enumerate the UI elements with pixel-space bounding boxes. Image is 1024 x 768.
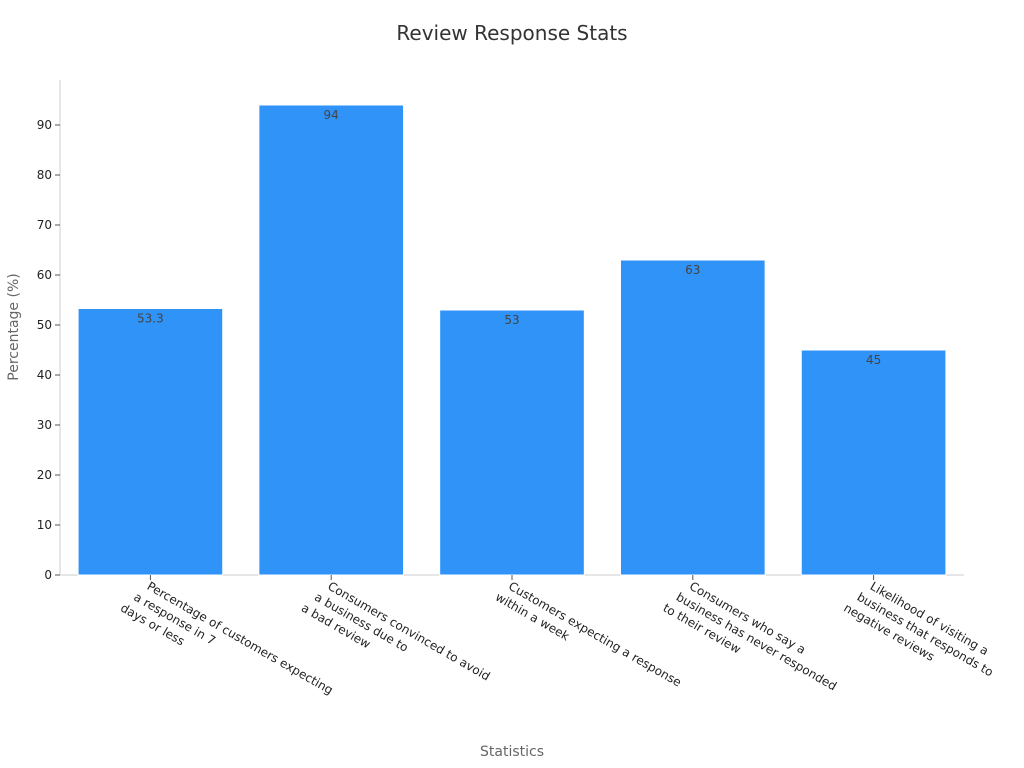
x-tick-label-line: Customers expecting a response xyxy=(506,579,684,690)
bar xyxy=(258,104,405,576)
y-tick-label: 60 xyxy=(37,268,52,282)
bar-value-label: 63 xyxy=(685,263,700,277)
y-tick-label: 40 xyxy=(37,368,52,382)
y-axis-title: Percentage (%) xyxy=(6,273,22,380)
y-tick-label: 0 xyxy=(44,568,52,582)
chart-title: Review Response Stats xyxy=(396,21,627,45)
bar-value-label: 45 xyxy=(866,353,881,367)
x-axis-title: Statistics xyxy=(480,744,544,760)
bar xyxy=(619,259,766,576)
x-tick-label-line: business that responds to xyxy=(855,590,996,680)
x-tick-label-line: business has never responded xyxy=(674,590,839,694)
y-tick-label: 70 xyxy=(37,218,52,232)
bar xyxy=(800,349,947,576)
bar-value-label: 94 xyxy=(324,108,339,122)
bar-value-label: 53.3 xyxy=(137,312,164,326)
bar-value-label: 53 xyxy=(504,313,519,327)
y-tick-label: 90 xyxy=(37,118,52,132)
y-tick-label: 10 xyxy=(37,518,52,532)
bars-group xyxy=(77,104,947,576)
y-tick-label: 20 xyxy=(37,468,52,482)
y-tick-label: 30 xyxy=(37,418,52,432)
y-tick-label: 50 xyxy=(37,318,52,332)
bar xyxy=(77,308,224,576)
y-tick-label: 80 xyxy=(37,168,52,182)
bar xyxy=(439,309,585,576)
y-axis-ticks: 0 10 20 30 40 50 60 70 80 90 xyxy=(37,118,60,582)
data-labels-group: 53.3 94 53 63 45 xyxy=(137,108,881,367)
